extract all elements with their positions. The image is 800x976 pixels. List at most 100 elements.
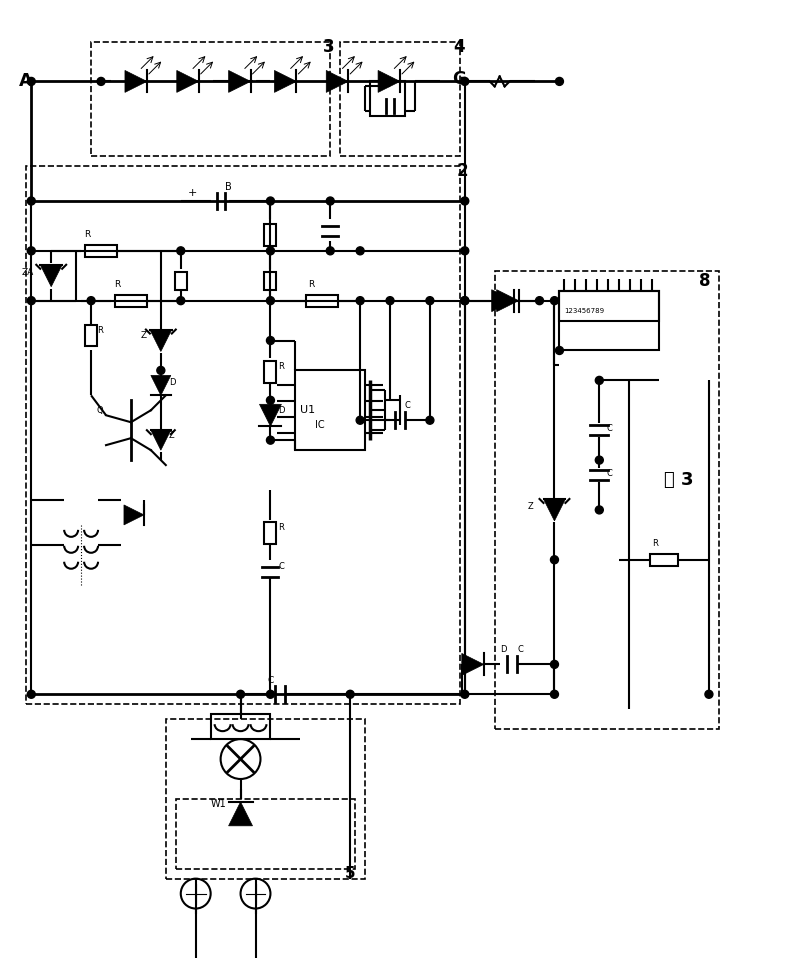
- Bar: [265, 224, 277, 246]
- Text: B: B: [225, 183, 231, 192]
- Bar: [295, 371, 365, 450]
- Circle shape: [87, 297, 95, 305]
- Text: Z: Z: [527, 503, 534, 511]
- Text: Q: Q: [96, 406, 102, 415]
- Circle shape: [27, 197, 35, 205]
- Circle shape: [346, 690, 354, 698]
- Bar: [115, 295, 147, 306]
- Text: R: R: [652, 540, 658, 549]
- Circle shape: [550, 555, 558, 564]
- Text: G: G: [452, 70, 466, 89]
- Text: 123456789: 123456789: [565, 307, 605, 313]
- Circle shape: [266, 690, 274, 698]
- Circle shape: [177, 247, 185, 255]
- Text: +: +: [188, 188, 197, 198]
- Polygon shape: [229, 70, 250, 93]
- Text: A: A: [19, 72, 34, 91]
- Bar: [650, 553, 678, 566]
- Circle shape: [550, 297, 558, 305]
- Circle shape: [27, 247, 35, 255]
- Circle shape: [326, 247, 334, 255]
- Text: 8: 8: [699, 271, 710, 290]
- Circle shape: [356, 297, 364, 305]
- Polygon shape: [274, 70, 296, 93]
- Text: D: D: [278, 406, 285, 415]
- Text: 4: 4: [453, 37, 465, 56]
- Bar: [265, 361, 277, 384]
- Circle shape: [266, 197, 274, 205]
- Circle shape: [461, 297, 469, 305]
- Circle shape: [266, 436, 274, 444]
- Circle shape: [461, 77, 469, 86]
- Text: Z: Z: [141, 331, 147, 340]
- Circle shape: [550, 690, 558, 698]
- Circle shape: [177, 297, 185, 305]
- Polygon shape: [462, 653, 484, 675]
- Text: R: R: [84, 230, 90, 239]
- Circle shape: [595, 377, 603, 385]
- Polygon shape: [378, 70, 400, 93]
- Circle shape: [27, 77, 35, 86]
- Polygon shape: [40, 264, 62, 287]
- Bar: [174, 271, 186, 290]
- Circle shape: [550, 661, 558, 669]
- Text: D: D: [169, 378, 175, 386]
- Bar: [85, 245, 117, 257]
- Circle shape: [237, 690, 245, 698]
- Circle shape: [461, 197, 469, 205]
- Bar: [559, 291, 659, 320]
- Text: C: C: [606, 424, 612, 432]
- Polygon shape: [259, 404, 282, 427]
- Bar: [370, 81, 405, 116]
- Circle shape: [705, 690, 713, 698]
- Text: C: C: [518, 645, 523, 654]
- Circle shape: [27, 297, 35, 305]
- Polygon shape: [151, 376, 170, 395]
- Bar: [210, 714, 270, 739]
- Circle shape: [356, 416, 364, 425]
- Circle shape: [27, 690, 35, 698]
- Circle shape: [595, 506, 603, 514]
- Text: 图 3: 图 3: [664, 471, 694, 489]
- Circle shape: [266, 247, 274, 255]
- Circle shape: [426, 416, 434, 425]
- Circle shape: [97, 77, 105, 86]
- Bar: [26, 166, 460, 705]
- Text: C: C: [606, 468, 612, 477]
- Text: D: D: [500, 645, 506, 654]
- Text: 2: 2: [457, 162, 469, 181]
- Circle shape: [266, 297, 274, 305]
- Bar: [340, 42, 460, 156]
- Text: W1: W1: [210, 799, 226, 809]
- Circle shape: [386, 297, 394, 305]
- Bar: [559, 291, 659, 350]
- Circle shape: [157, 366, 165, 375]
- Text: ZA: ZA: [22, 268, 34, 277]
- Polygon shape: [151, 430, 170, 450]
- Polygon shape: [543, 499, 566, 521]
- Circle shape: [356, 247, 364, 255]
- Polygon shape: [497, 290, 518, 311]
- Polygon shape: [326, 70, 348, 93]
- Text: 5: 5: [345, 866, 356, 881]
- Circle shape: [461, 247, 469, 255]
- Polygon shape: [177, 70, 198, 93]
- Circle shape: [426, 297, 434, 305]
- Polygon shape: [124, 505, 144, 525]
- Text: C: C: [278, 562, 284, 571]
- Text: R: R: [308, 280, 314, 289]
- Text: Z: Z: [169, 430, 174, 439]
- Bar: [265, 522, 277, 544]
- Text: R: R: [97, 326, 103, 335]
- Text: U1: U1: [300, 405, 315, 415]
- Circle shape: [266, 396, 274, 404]
- Bar: [306, 295, 338, 306]
- Circle shape: [535, 297, 543, 305]
- Text: 3: 3: [323, 37, 335, 56]
- Bar: [176, 799, 355, 869]
- Text: C: C: [267, 675, 274, 685]
- Bar: [91, 42, 330, 156]
- Bar: [494, 270, 719, 729]
- Circle shape: [326, 197, 334, 205]
- Polygon shape: [125, 70, 147, 93]
